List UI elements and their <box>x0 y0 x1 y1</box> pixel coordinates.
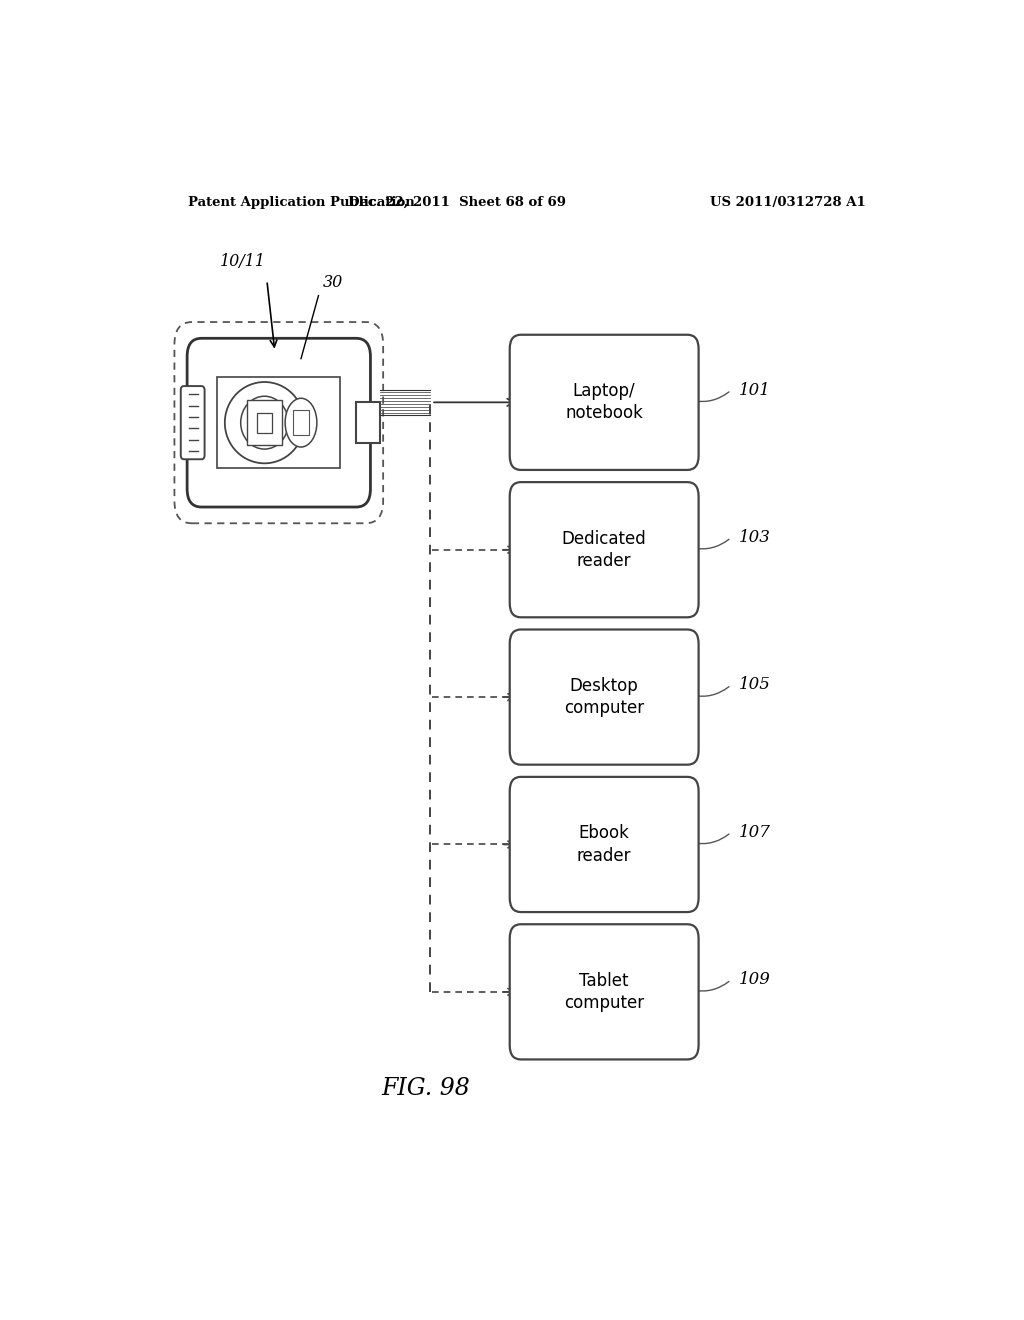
Text: Dec. 22, 2011  Sheet 68 of 69: Dec. 22, 2011 Sheet 68 of 69 <box>348 195 566 209</box>
Text: FIG. 98: FIG. 98 <box>381 1077 470 1100</box>
FancyBboxPatch shape <box>174 322 383 523</box>
Text: US 2011/0312728 A1: US 2011/0312728 A1 <box>711 195 866 209</box>
FancyBboxPatch shape <box>510 335 698 470</box>
Text: 103: 103 <box>739 529 771 546</box>
FancyBboxPatch shape <box>247 400 282 445</box>
FancyBboxPatch shape <box>510 630 698 764</box>
FancyBboxPatch shape <box>510 777 698 912</box>
Text: Patent Application Publication: Patent Application Publication <box>187 195 415 209</box>
FancyBboxPatch shape <box>257 412 272 433</box>
Text: 30: 30 <box>323 273 343 290</box>
Text: 107: 107 <box>739 824 771 841</box>
FancyBboxPatch shape <box>510 924 698 1060</box>
Ellipse shape <box>241 396 289 449</box>
Text: Laptop/
notebook: Laptop/ notebook <box>565 383 643 422</box>
Text: Ebook
reader: Ebook reader <box>577 825 632 865</box>
Text: 105: 105 <box>739 676 771 693</box>
FancyBboxPatch shape <box>217 378 340 469</box>
Text: 10/11: 10/11 <box>220 253 266 271</box>
Text: Desktop
computer: Desktop computer <box>564 677 644 717</box>
Text: Dedicated
reader: Dedicated reader <box>562 529 646 570</box>
FancyBboxPatch shape <box>293 411 309 434</box>
FancyBboxPatch shape <box>181 385 205 459</box>
Text: Tablet
computer: Tablet computer <box>564 972 644 1012</box>
FancyBboxPatch shape <box>510 482 698 618</box>
Text: 101: 101 <box>739 381 771 399</box>
Ellipse shape <box>285 399 316 447</box>
Ellipse shape <box>225 381 304 463</box>
Text: 109: 109 <box>739 972 771 989</box>
FancyBboxPatch shape <box>356 403 380 444</box>
FancyBboxPatch shape <box>187 338 371 507</box>
